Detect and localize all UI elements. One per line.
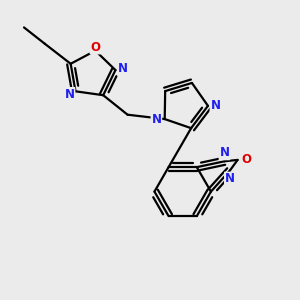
Text: O: O	[242, 153, 251, 167]
Text: O: O	[90, 40, 100, 54]
Text: N: N	[219, 146, 230, 160]
Text: N: N	[64, 88, 75, 101]
Text: N: N	[118, 62, 128, 75]
Text: N: N	[225, 172, 235, 185]
Text: N: N	[210, 99, 220, 112]
Text: N: N	[152, 112, 161, 126]
